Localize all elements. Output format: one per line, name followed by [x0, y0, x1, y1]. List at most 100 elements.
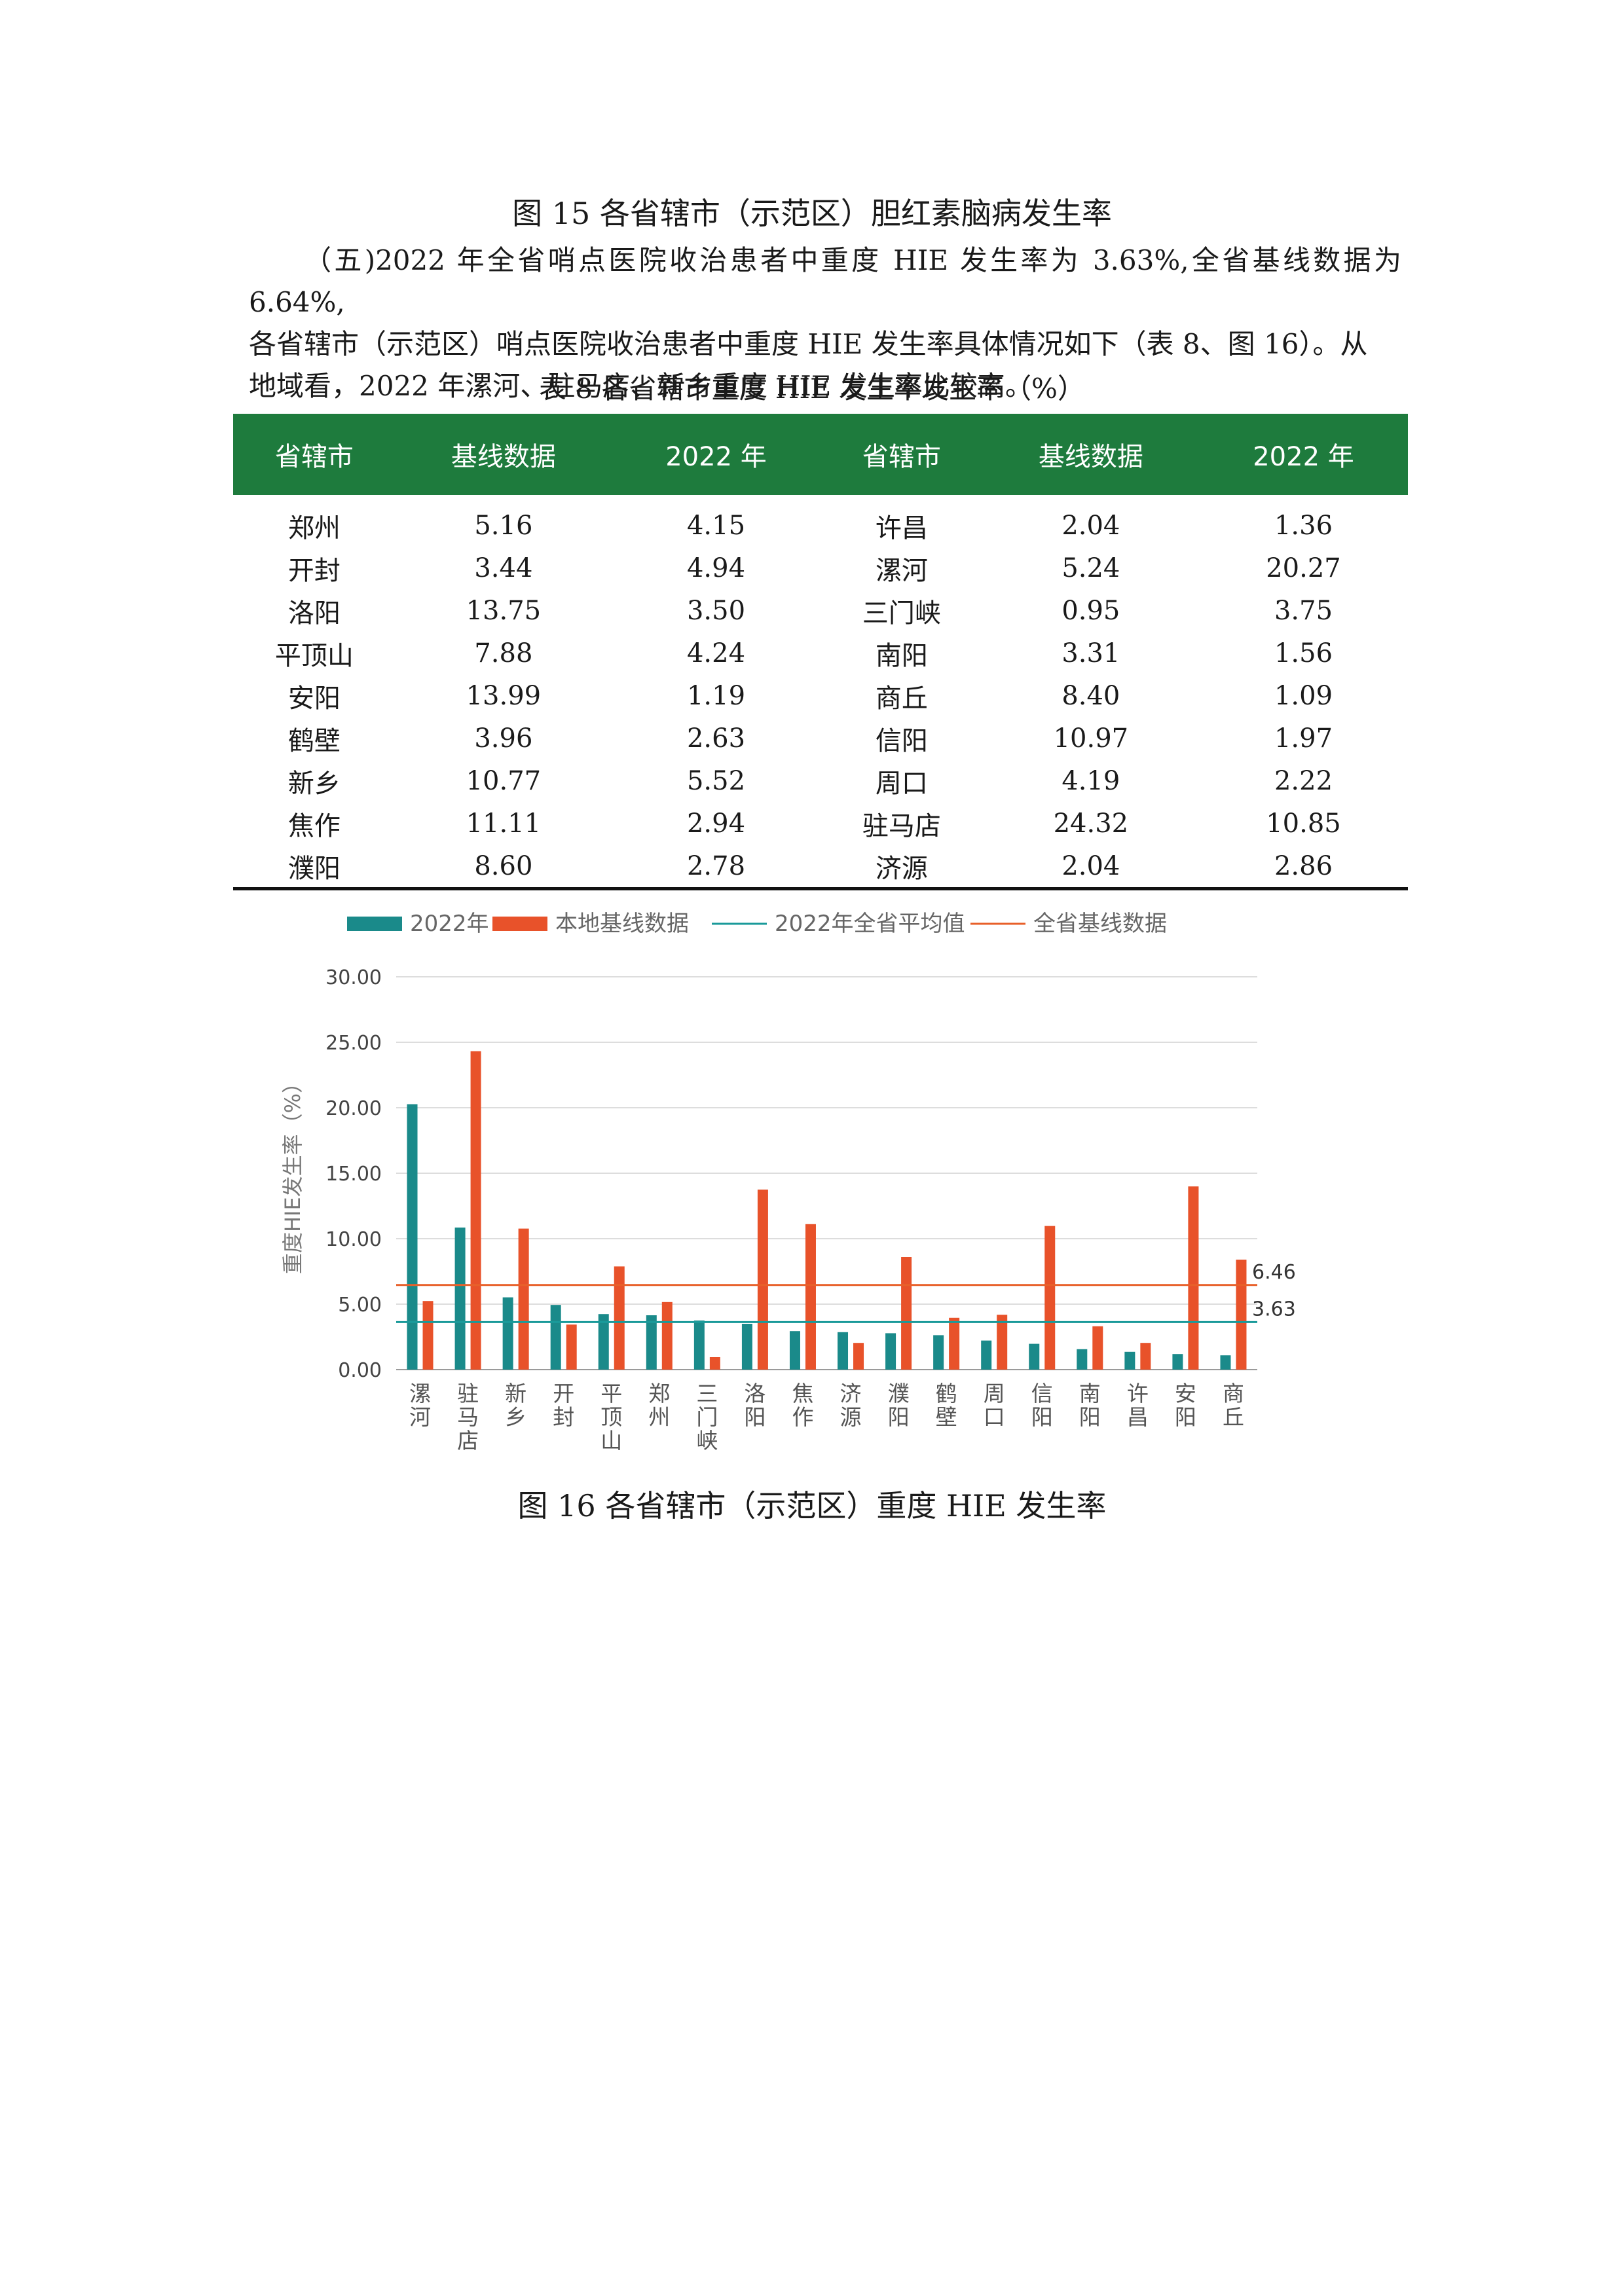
table-8-caption: 表 8 各省辖市重度 HIE 发生率发生率（%） — [539, 373, 1085, 405]
x-tick-label: 商 — [1223, 1381, 1244, 1406]
y-tick-label: 0.00 — [338, 1359, 382, 1382]
table-cell: 新乡 — [287, 768, 341, 799]
bar-2022 — [1029, 1343, 1040, 1370]
bar-baseline — [1236, 1260, 1247, 1370]
table-cell: 10.77 — [466, 765, 542, 796]
legend-label: 2022年全省平均值 — [775, 911, 965, 937]
table-cell: 周口 — [875, 768, 928, 799]
bar-2022 — [1172, 1354, 1183, 1370]
table-cell: 郑州 — [287, 513, 341, 543]
table-cell: 13.99 — [466, 680, 542, 711]
table-cell: 20.27 — [1266, 553, 1341, 583]
legend-label: 全省基线数据 — [1033, 911, 1167, 937]
x-tick-label: 门 — [696, 1404, 718, 1430]
table-row: 郑州 5.16 4.15 许昌 2.04 1.36 — [233, 495, 1408, 547]
x-tick-label: 焦 — [792, 1381, 813, 1406]
table-row: 濮阳 8.60 2.78 济源 2.04 2.86 — [233, 845, 1408, 890]
table-cell: 8.40 — [1061, 680, 1120, 711]
x-tick-label: 山 — [600, 1428, 622, 1453]
x-tick-label: 平 — [600, 1381, 622, 1406]
table-cell: 南阳 — [875, 640, 928, 671]
bar-2022 — [646, 1315, 657, 1370]
y-tick-label: 20.00 — [325, 1097, 382, 1120]
table-cell: 3.44 — [474, 553, 533, 583]
figure-15-caption: 图 15 各省辖市（示范区）胆红素脑病发生率 — [512, 196, 1112, 231]
x-tick-label: 济 — [840, 1381, 862, 1406]
x-tick-label: 阳 — [1031, 1404, 1053, 1430]
table-cell: 4.19 — [1061, 765, 1120, 796]
table-cell: 济源 — [820, 845, 983, 890]
table-cell: 3.50 — [686, 595, 746, 626]
bar-baseline — [661, 1302, 673, 1370]
paragraph-line-2: 各省辖市（示范区）哨点医院收治患者中重度 HIE 发生率具体情况如下（表 8、图… — [249, 328, 1368, 360]
table-cell: 2.86 — [1199, 845, 1408, 890]
hie-rate-table: 省辖市 基线数据 2022 年 省辖市 基线数据 2022 年 郑州 5.16 … — [233, 414, 1408, 890]
table-cell: 5.52 — [686, 765, 746, 796]
bar-2022 — [933, 1335, 944, 1370]
table-row: 焦作 11.11 2.94 驻马店 24.32 10.85 — [233, 802, 1408, 845]
bar-baseline — [949, 1317, 960, 1370]
paragraph-line-1: （五)2022 年全省哨点医院收治患者中重度 HIE 发生率为 3.63%,全省… — [249, 244, 1401, 318]
x-tick-label: 三 — [696, 1381, 718, 1406]
bar-2022 — [741, 1324, 752, 1370]
x-tick-label: 州 — [648, 1404, 670, 1430]
legend-label: 2022年 — [410, 911, 489, 937]
x-tick-label: 源 — [840, 1404, 862, 1430]
bar-baseline — [805, 1224, 816, 1370]
table-cell: 3.31 — [1061, 638, 1120, 668]
bar-baseline — [1092, 1326, 1103, 1370]
x-tick-label: 阳 — [744, 1404, 766, 1430]
bar-2022 — [1124, 1351, 1135, 1370]
bar-2022 — [789, 1331, 800, 1370]
table-cell: 2.63 — [686, 723, 746, 754]
table-cell: 三门峡 — [862, 598, 941, 629]
x-tick-label: 阳 — [1175, 1404, 1196, 1430]
table-cell: 10.97 — [1053, 723, 1129, 754]
table-cell: 1.36 — [1274, 510, 1333, 541]
header-2022-right: 2022 年 — [1199, 414, 1408, 495]
table-cell: 商丘 — [875, 683, 928, 714]
table-row: 安阳 13.99 1.19 商丘 8.40 1.09 — [233, 674, 1408, 717]
bar-2022 — [693, 1321, 705, 1370]
table-cell: 11.11 — [466, 808, 542, 839]
bar-baseline — [1140, 1343, 1151, 1370]
table-row: 开封 3.44 4.94 漯河 5.24 20.27 — [233, 547, 1408, 589]
header-baseline-right: 基线数据 — [982, 414, 1199, 495]
table-header-row: 省辖市 基线数据 2022 年 省辖市 基线数据 2022 年 — [233, 414, 1408, 495]
x-tick-label: 壁 — [936, 1404, 957, 1430]
table-row: 平顶山 7.88 4.24 南阳 3.31 1.56 — [233, 632, 1408, 674]
table-cell: 安阳 — [287, 683, 341, 714]
table-cell: 漯河 — [875, 555, 928, 586]
table-cell: 驻马店 — [862, 811, 941, 841]
x-tick-label: 新 — [505, 1381, 526, 1406]
header-2022-left: 2022 年 — [612, 414, 821, 495]
y-tick-label: 15.00 — [325, 1163, 382, 1186]
body-paragraph: （五)2022 年全省哨点医院收治患者中重度 HIE 发生率为 3.63%,全省… — [249, 240, 1401, 407]
y-tick-label: 25.00 — [325, 1032, 382, 1055]
table-cell: 13.75 — [466, 595, 542, 626]
table-cell: 5.16 — [474, 510, 533, 541]
table-cell: 1.56 — [1274, 638, 1333, 668]
table-cell: 5.24 — [1061, 553, 1120, 583]
bar-baseline — [997, 1315, 1008, 1370]
x-tick-label: 马 — [457, 1404, 479, 1430]
bar-2022 — [454, 1228, 466, 1370]
bar-baseline — [1044, 1226, 1056, 1370]
y-tick-label: 30.00 — [325, 966, 382, 989]
bar-2022 — [838, 1332, 849, 1370]
table-cell: 1.19 — [686, 680, 746, 711]
x-tick-label: 信 — [1031, 1381, 1053, 1406]
table-cell: 4.94 — [686, 553, 746, 583]
header-city-left: 省辖市 — [233, 414, 396, 495]
table-cell: 信阳 — [875, 725, 928, 756]
table-cell: 4.24 — [686, 638, 746, 668]
bar-baseline — [470, 1051, 481, 1370]
table-cell: 平顶山 — [274, 640, 354, 671]
x-tick-label: 周 — [984, 1381, 1005, 1406]
table-cell: 3.96 — [474, 723, 533, 754]
header-baseline-left: 基线数据 — [395, 414, 612, 495]
x-tick-label: 濮 — [888, 1381, 910, 1406]
bar-baseline — [709, 1357, 720, 1370]
x-tick-label: 乡 — [505, 1404, 526, 1430]
table-cell: 2.04 — [982, 845, 1199, 890]
